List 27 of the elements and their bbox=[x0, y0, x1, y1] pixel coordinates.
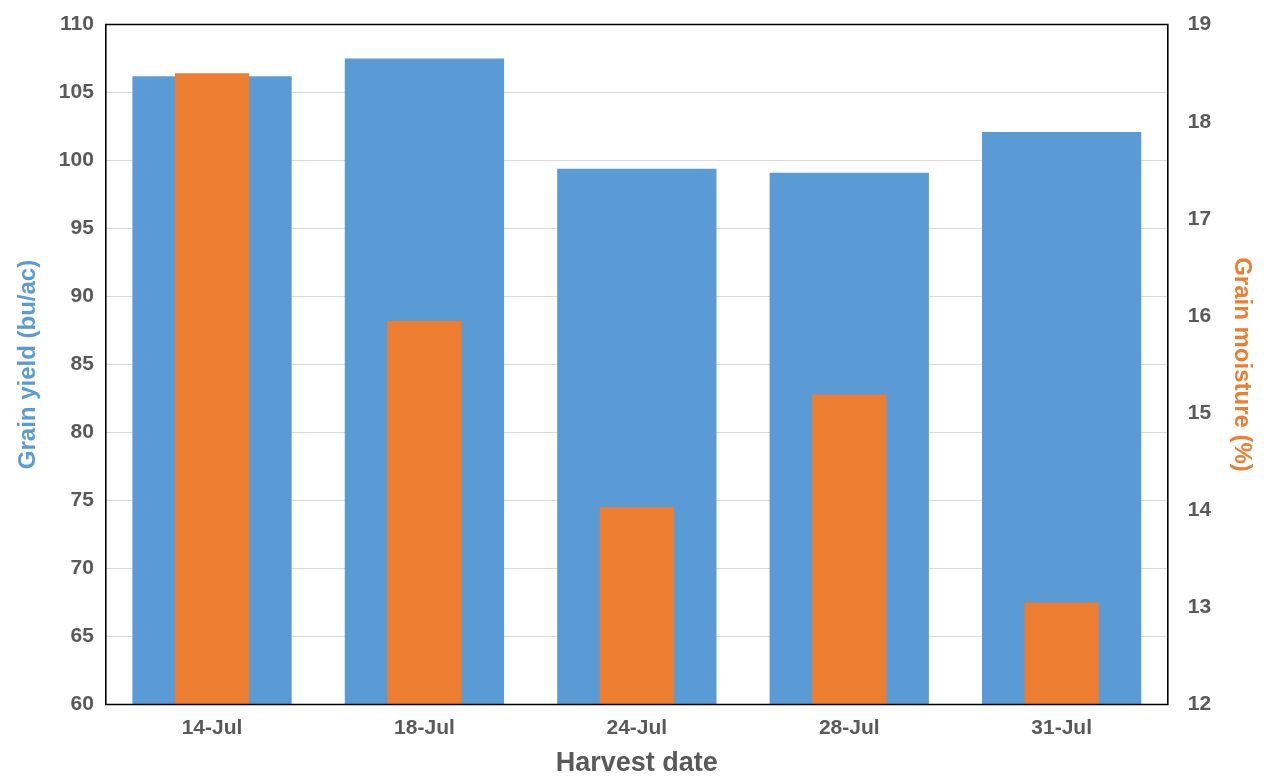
y-tick-label: 85 bbox=[70, 351, 95, 375]
y2-tick-label: 16 bbox=[1187, 302, 1212, 326]
y-tick-label: 100 bbox=[58, 147, 94, 171]
x-tick-label: 24-Jul bbox=[606, 714, 668, 738]
y2-tick-label: 12 bbox=[1187, 691, 1212, 715]
y2-tick-label: 14 bbox=[1187, 496, 1212, 520]
y-tick-label: 65 bbox=[70, 623, 95, 647]
y2-tick-label: 19 bbox=[1187, 11, 1212, 35]
y2-tick-label: 13 bbox=[1187, 594, 1212, 618]
y-tick-label: 110 bbox=[59, 11, 94, 35]
x-tick-label: 31-Jul bbox=[1031, 714, 1092, 738]
y-tick-label: 95 bbox=[70, 215, 95, 239]
y-tick-label: 80 bbox=[70, 419, 94, 443]
y2-tick-label: 15 bbox=[1187, 399, 1212, 423]
y2-axis-title: Grain moisture (%) bbox=[1229, 257, 1257, 472]
x-tick-label: 28-Jul bbox=[818, 714, 880, 738]
y-tick-label: 90 bbox=[70, 283, 94, 307]
y-tick-label: 70 bbox=[70, 555, 94, 579]
y2-tick-label: 17 bbox=[1187, 205, 1212, 229]
y-tick-label: 60 bbox=[70, 691, 94, 715]
y-tick-label: 75 bbox=[70, 487, 95, 511]
x-tick-label: 18-Jul bbox=[394, 714, 455, 738]
x-axis-title: Harvest date bbox=[555, 747, 718, 778]
y2-tick-label: 18 bbox=[1187, 108, 1212, 132]
y-tick-label: 105 bbox=[58, 79, 95, 103]
y-axis-title: Grain yield (bu/ac) bbox=[13, 259, 41, 470]
x-tick-label: 14-Jul bbox=[181, 714, 243, 738]
